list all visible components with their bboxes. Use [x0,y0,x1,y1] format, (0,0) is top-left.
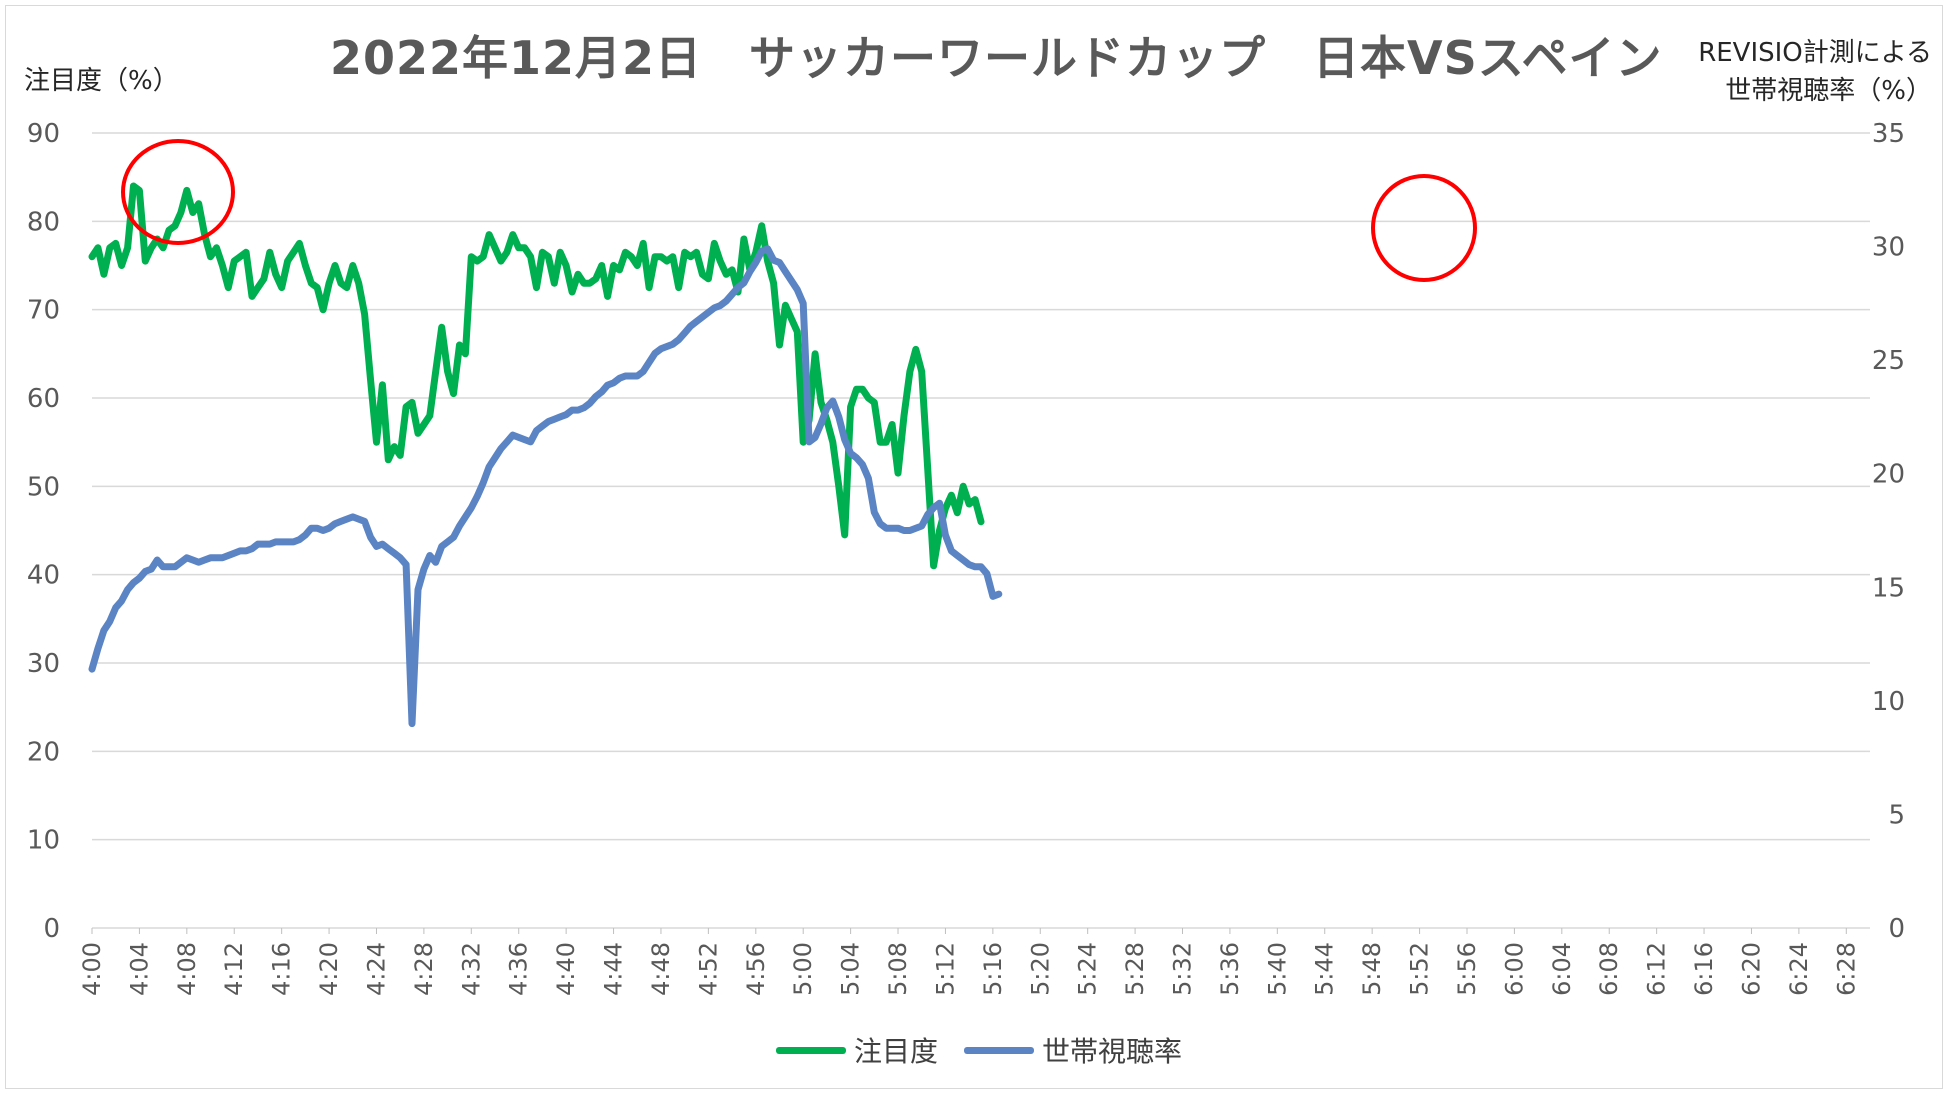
y-left-tick-label: 40 [27,561,60,591]
x-tick-label: 4:20 [315,942,343,996]
legend: 注目度 世帯視聴率 [0,1030,1950,1070]
x-tick-label: 4:28 [410,942,438,996]
x-tick-label: 4:16 [268,942,296,996]
x-tick-label: 5:52 [1406,942,1434,996]
x-tick-label: 4:08 [173,942,201,996]
x-tick-label: 4:24 [362,942,390,996]
x-tick-label: 5:32 [1169,942,1197,996]
x-tick-label: 5:36 [1216,942,1244,996]
y-left-tick-label: 60 [27,384,60,414]
legend-swatch [776,1046,846,1054]
y-left-tick-label: 80 [27,207,60,237]
y-left-tick-label: 90 [27,119,60,149]
x-tick-label: 4:36 [505,942,533,996]
x-tick-label: 4:44 [600,942,628,996]
x-tick-label: 4:32 [457,942,485,996]
y-left-tick-label: 50 [27,472,60,502]
highlight-circle [121,139,235,245]
highlight-circle [1371,174,1477,282]
x-tick-label: 5:20 [1026,942,1054,996]
y-left-tick-label: 10 [27,826,60,856]
x-tick-label: 6:00 [1500,942,1528,996]
y-right-tick-label: 20 [1872,460,1905,490]
x-tick-label: 6:08 [1595,942,1623,996]
x-tick-label: 4:52 [694,942,722,996]
x-tick-label: 6:24 [1785,942,1813,996]
legend-swatch [964,1046,1034,1054]
y-right-tick-label: 25 [1872,346,1905,376]
series-line-viewing-rate [88,245,1003,728]
x-tick-label: 4:00 [78,942,106,996]
y-right-tick-label: 15 [1872,573,1905,603]
x-tick-label: 5:00 [789,942,817,996]
series-line-attention [88,182,985,570]
x-tick-label: 5:16 [979,942,1007,996]
x-tick-label: 6:20 [1737,942,1765,996]
y-right-tick-label: 10 [1872,687,1905,717]
y-left-tick-label: 30 [27,649,60,679]
x-tick-label: 5:48 [1358,942,1386,996]
legend-label: 世帯視聴率 [1042,1035,1183,1068]
legend-item: 注目度 [776,1030,938,1070]
y-left-tick-label: 20 [27,737,60,767]
left-axis-title: 注目度（%） [24,66,179,96]
x-tick-label: 4:48 [647,942,675,996]
y-left-tick-label: 70 [27,296,60,326]
x-tick-label: 4:04 [125,942,153,996]
legend-label: 注目度 [854,1035,939,1068]
x-tick-label: 6:12 [1643,942,1671,996]
x-tick-label: 5:44 [1311,942,1339,996]
x-tick-label: 5:56 [1453,942,1481,996]
y-right-tick-label: 30 [1872,233,1905,263]
y-right-tick-label: 5 [1888,800,1905,830]
x-tick-label: 5:24 [1074,942,1102,996]
chart-frame [5,5,1943,1089]
y-right-tick-label: 0 [1888,914,1905,944]
x-tick-label: 4:12 [220,942,248,996]
x-tick-label: 5:04 [837,942,865,996]
x-tick-label: 5:40 [1263,942,1291,996]
x-tick-label: 4:40 [552,942,580,996]
legend-item: 世帯視聴率 [964,1030,1182,1070]
chart-title: 2022年12月2日 サッカーワールドカップ 日本VSスペイン [330,31,1663,85]
x-tick-label: 5:28 [1121,942,1149,996]
y-right-tick-label: 35 [1872,119,1905,149]
y-left-tick-label: 0 [43,914,60,944]
x-tick-label: 6:16 [1690,942,1718,996]
x-tick-label: 5:08 [884,942,912,996]
x-tick-label: 4:56 [742,942,770,996]
x-tick-label: 6:04 [1548,942,1576,996]
x-tick-label: 6:28 [1832,942,1860,996]
x-tick-label: 5:12 [931,942,959,996]
right-axis-title: REVISIO計測による 世帯視聴率（%） [1698,38,1932,106]
